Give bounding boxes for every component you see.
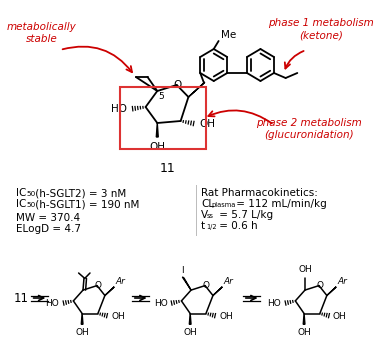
Polygon shape [303,313,305,324]
Text: 5: 5 [158,91,164,101]
Text: OH: OH [333,312,347,321]
Text: HO: HO [46,299,59,308]
Text: metabolically
stable: metabolically stable [7,22,76,44]
Text: ELogD = 4.7: ELogD = 4.7 [16,224,81,234]
Text: ss: ss [207,212,214,218]
Text: Ar: Ar [224,277,233,286]
Text: O: O [94,281,101,290]
Text: OH: OH [75,328,89,337]
Text: t: t [201,221,205,231]
Text: O: O [202,281,209,290]
Text: OH: OH [297,328,311,337]
Polygon shape [182,277,191,290]
Text: OH: OH [219,312,233,321]
Text: 1/2: 1/2 [206,223,217,230]
Text: = 5.7 L/kg: = 5.7 L/kg [216,210,273,220]
Text: 50: 50 [27,191,36,196]
Text: 11: 11 [14,292,29,305]
Text: OH: OH [183,328,197,337]
Text: IC: IC [16,199,26,209]
Text: Me: Me [221,30,236,40]
Text: OH: OH [298,265,312,274]
Polygon shape [189,313,191,324]
Text: CL: CL [201,199,214,209]
Text: OH: OH [149,142,165,152]
Text: V: V [201,210,208,220]
Text: I: I [181,266,183,275]
Text: OH: OH [199,119,215,129]
Text: IC: IC [16,188,26,198]
Text: 50: 50 [27,201,36,207]
Text: 11: 11 [160,161,176,175]
Bar [120,87,206,149]
Text: = 112 mL/min/kg: = 112 mL/min/kg [233,199,327,209]
Text: O: O [317,281,324,290]
Text: = 0.6 h: = 0.6 h [216,221,257,231]
Polygon shape [81,313,83,324]
Text: OH: OH [111,312,125,321]
Text: MW = 370.4: MW = 370.4 [16,213,80,223]
Text: HO: HO [111,104,127,114]
Polygon shape [188,82,205,97]
Text: plasma: plasma [212,201,236,207]
Text: Ar: Ar [337,277,348,286]
Polygon shape [105,287,114,296]
Text: O: O [174,80,182,90]
Text: HO: HO [154,299,168,308]
Text: phase 2 metabolism
(glucuronidation): phase 2 metabolism (glucuronidation) [256,118,362,140]
Text: (h-SGLT1) = 190 nM: (h-SGLT1) = 190 nM [32,199,139,209]
Polygon shape [327,287,336,296]
Text: HO: HO [267,299,281,308]
Text: Ar: Ar [116,277,125,286]
Polygon shape [213,287,222,296]
Text: Rat Pharmacokinetics:: Rat Pharmacokinetics: [201,188,318,198]
Text: phase 1 metabolism
(ketone): phase 1 metabolism (ketone) [268,18,374,40]
Polygon shape [156,123,158,137]
Text: (h-SGLT2) = 3 nM: (h-SGLT2) = 3 nM [32,188,126,198]
